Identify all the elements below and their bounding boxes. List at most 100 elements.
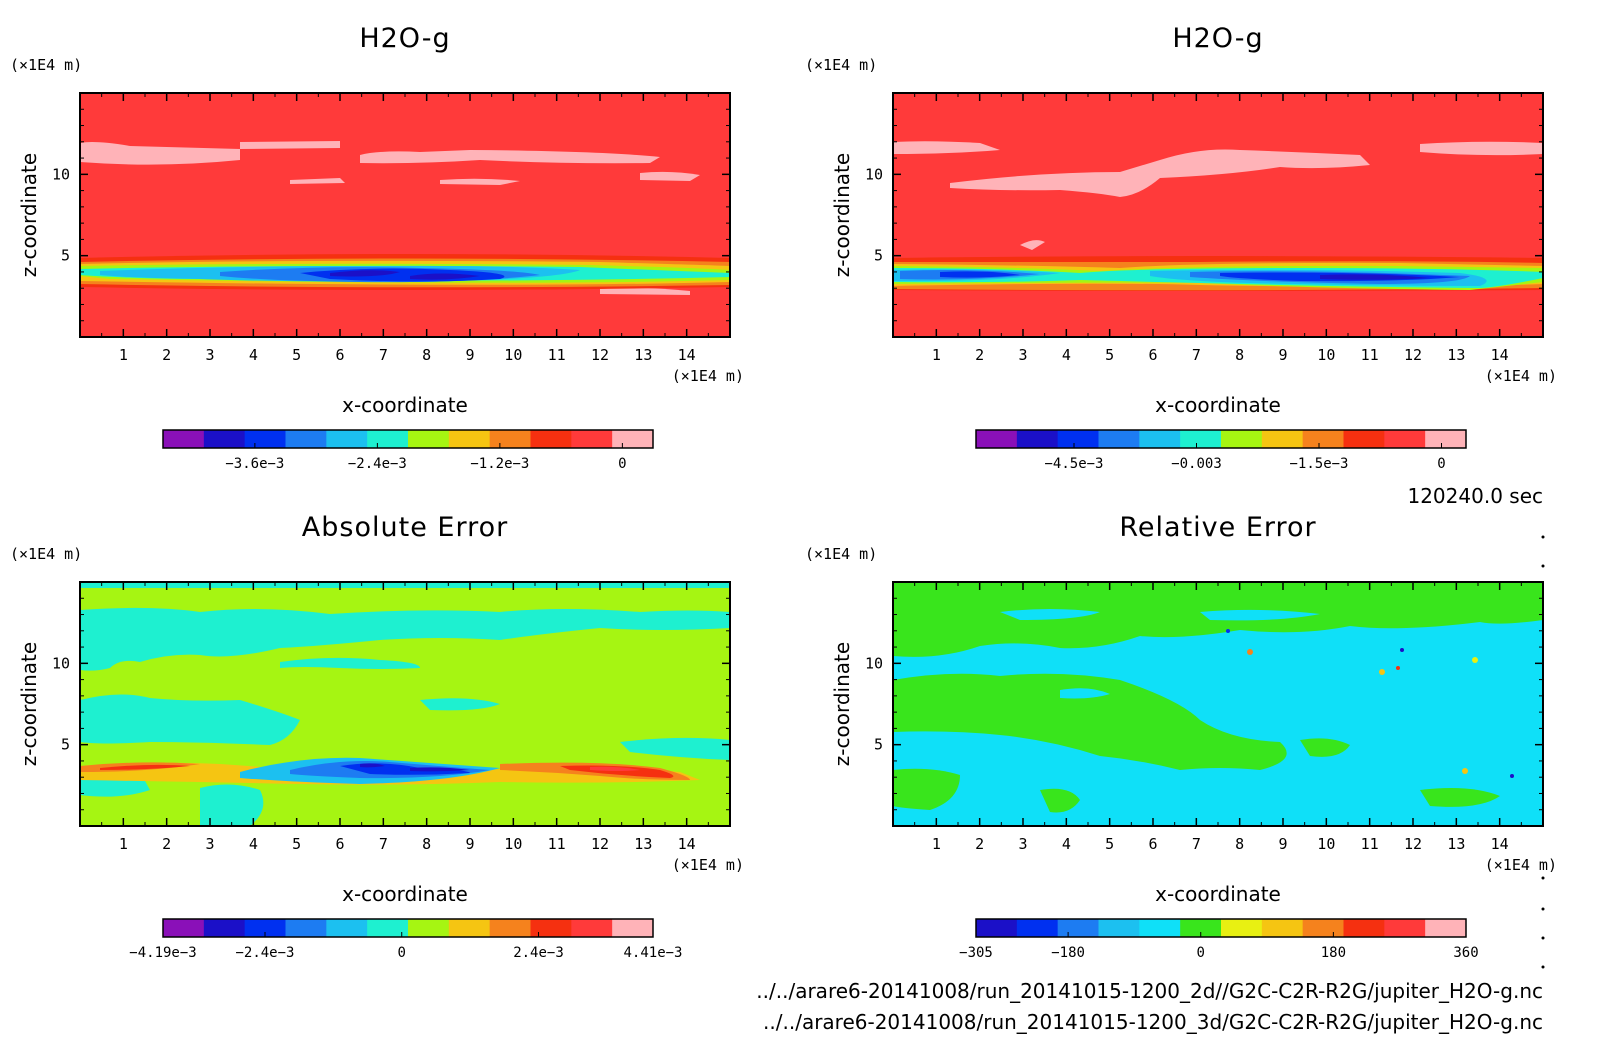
x-tick-label: 10 bbox=[504, 835, 522, 853]
colorbar-frame bbox=[162, 918, 654, 938]
field-background bbox=[80, 93, 730, 337]
y-unit-label: (×1E4 m) bbox=[805, 545, 877, 563]
colorbar-swatch bbox=[1098, 430, 1140, 448]
panel-title: H2O-g bbox=[359, 23, 450, 54]
colorbar-swatch bbox=[1016, 919, 1059, 937]
colorbar-swatch bbox=[1261, 430, 1304, 448]
colorbar: −4.5e−3 −0.003 −1.5e−3 0 bbox=[975, 429, 1467, 472]
colorbar-swatch bbox=[1180, 919, 1222, 937]
x-tick-label: 14 bbox=[1491, 835, 1509, 853]
x-tick-label: 1 bbox=[932, 346, 941, 364]
colorbar-swatch bbox=[1221, 430, 1263, 448]
colorbar-swatch bbox=[612, 919, 654, 937]
colorbar-frame bbox=[162, 429, 654, 449]
colorbar-tick-label: 360 bbox=[1453, 945, 1478, 961]
hot-spot bbox=[1472, 657, 1478, 663]
colorbar-tick-label: 2.4e−3 bbox=[513, 945, 564, 961]
hot-spot bbox=[1462, 768, 1468, 774]
x-axis-label: x-coordinate bbox=[1155, 393, 1281, 417]
green-region bbox=[893, 768, 960, 810]
colorbar-swatch bbox=[203, 919, 246, 937]
colorbar-tick-label: 180 bbox=[1321, 945, 1346, 961]
dot bbox=[1541, 936, 1545, 940]
pink-patch bbox=[893, 141, 1000, 154]
x-tick-label: 11 bbox=[1361, 346, 1379, 364]
x-tick-label: 9 bbox=[1278, 835, 1287, 853]
colorbar-swatch bbox=[530, 430, 572, 448]
x-tick-label: 3 bbox=[1018, 346, 1027, 364]
colorbar-frame bbox=[975, 429, 1467, 449]
green-top-strip bbox=[893, 582, 1543, 604]
x-tick-label: 5 bbox=[1105, 346, 1114, 364]
colorbar-tick-label: 4.41e−3 bbox=[623, 945, 682, 961]
band-core bbox=[330, 270, 480, 280]
contour-field bbox=[893, 582, 1543, 826]
cyan-patch bbox=[1000, 609, 1320, 621]
pink-patch bbox=[80, 142, 240, 165]
colorbar-swatch bbox=[976, 430, 1018, 448]
x-tick-label: 6 bbox=[335, 346, 344, 364]
x-tick-label: 9 bbox=[465, 346, 474, 364]
x-tick-label: 9 bbox=[465, 835, 474, 853]
colorbar-swatch bbox=[1425, 430, 1467, 448]
x-tick-label: 14 bbox=[678, 835, 696, 853]
pink-patch bbox=[640, 171, 700, 181]
colorbar-tick-label: 0 bbox=[1437, 456, 1445, 472]
pink-patch bbox=[240, 141, 340, 149]
colorbar: −3.6e−3 −2.4e−3 −1.2e−3 0 bbox=[162, 429, 654, 472]
colorbar-tick-label: 0 bbox=[398, 945, 406, 961]
margin-dots bbox=[1541, 535, 1545, 969]
pink-patch bbox=[440, 178, 520, 185]
colorbar-swatch bbox=[1343, 430, 1385, 448]
green-region bbox=[1040, 788, 1080, 813]
colorbar-swatch bbox=[1180, 430, 1222, 448]
x-tick-label: 6 bbox=[335, 835, 344, 853]
colorbar-swatch bbox=[489, 430, 531, 448]
colorbar-swatch bbox=[1057, 919, 1099, 937]
dot bbox=[1541, 907, 1545, 911]
x-tick-label: 9 bbox=[1278, 346, 1287, 364]
colorbar-swatch bbox=[326, 430, 368, 448]
cyan-region bbox=[620, 737, 730, 760]
colorbar-swatch bbox=[163, 430, 205, 448]
x-tick-label: 3 bbox=[1018, 835, 1027, 853]
x-tick-label: 12 bbox=[591, 835, 609, 853]
x-tick-label: 7 bbox=[379, 346, 388, 364]
band-core bbox=[1320, 274, 1430, 280]
file-path-2d: ../../arare6-20141008/run_20141015-1200_… bbox=[756, 979, 1543, 1003]
x-unit-label: (×1E4 m) bbox=[672, 856, 744, 874]
x-tick-label: 13 bbox=[1447, 835, 1465, 853]
colorbar-swatch bbox=[367, 430, 409, 448]
x-tick-label: 10 bbox=[1317, 346, 1335, 364]
x-tick-label: 11 bbox=[548, 835, 566, 853]
colorbar-swatch bbox=[1261, 919, 1304, 937]
colorbar-tick-label: −4.5e−3 bbox=[1044, 456, 1103, 472]
x-tick-label: 1 bbox=[932, 835, 941, 853]
colorbar-swatch bbox=[571, 430, 613, 448]
x-tick-label: 6 bbox=[1148, 346, 1157, 364]
x-tick-label: 8 bbox=[422, 346, 431, 364]
x-tick-label: 8 bbox=[1235, 835, 1244, 853]
x-tick-label: 14 bbox=[1491, 346, 1509, 364]
green-region bbox=[893, 673, 1287, 770]
cyan-region bbox=[200, 784, 264, 826]
colorbar-swatch bbox=[1302, 919, 1344, 937]
colorbar-swatch bbox=[1139, 430, 1181, 448]
colorbar-swatch bbox=[448, 430, 491, 448]
colorbar-tick-label: 0 bbox=[618, 456, 626, 472]
x-tick-label: 1 bbox=[119, 346, 128, 364]
colorbar-tick-label: −1.5e−3 bbox=[1289, 456, 1348, 472]
x-tick-label: 7 bbox=[1192, 835, 1201, 853]
x-tick-label: 2 bbox=[162, 835, 171, 853]
contour-field bbox=[80, 93, 730, 337]
colorbar-swatch bbox=[1139, 919, 1181, 937]
x-tick-label: 5 bbox=[1105, 835, 1114, 853]
contour-field bbox=[893, 93, 1543, 337]
pink-patch bbox=[600, 287, 690, 295]
x-tick-label: 3 bbox=[205, 346, 214, 364]
colorbar-swatch bbox=[1098, 919, 1140, 937]
x-tick-label: 13 bbox=[1447, 346, 1465, 364]
